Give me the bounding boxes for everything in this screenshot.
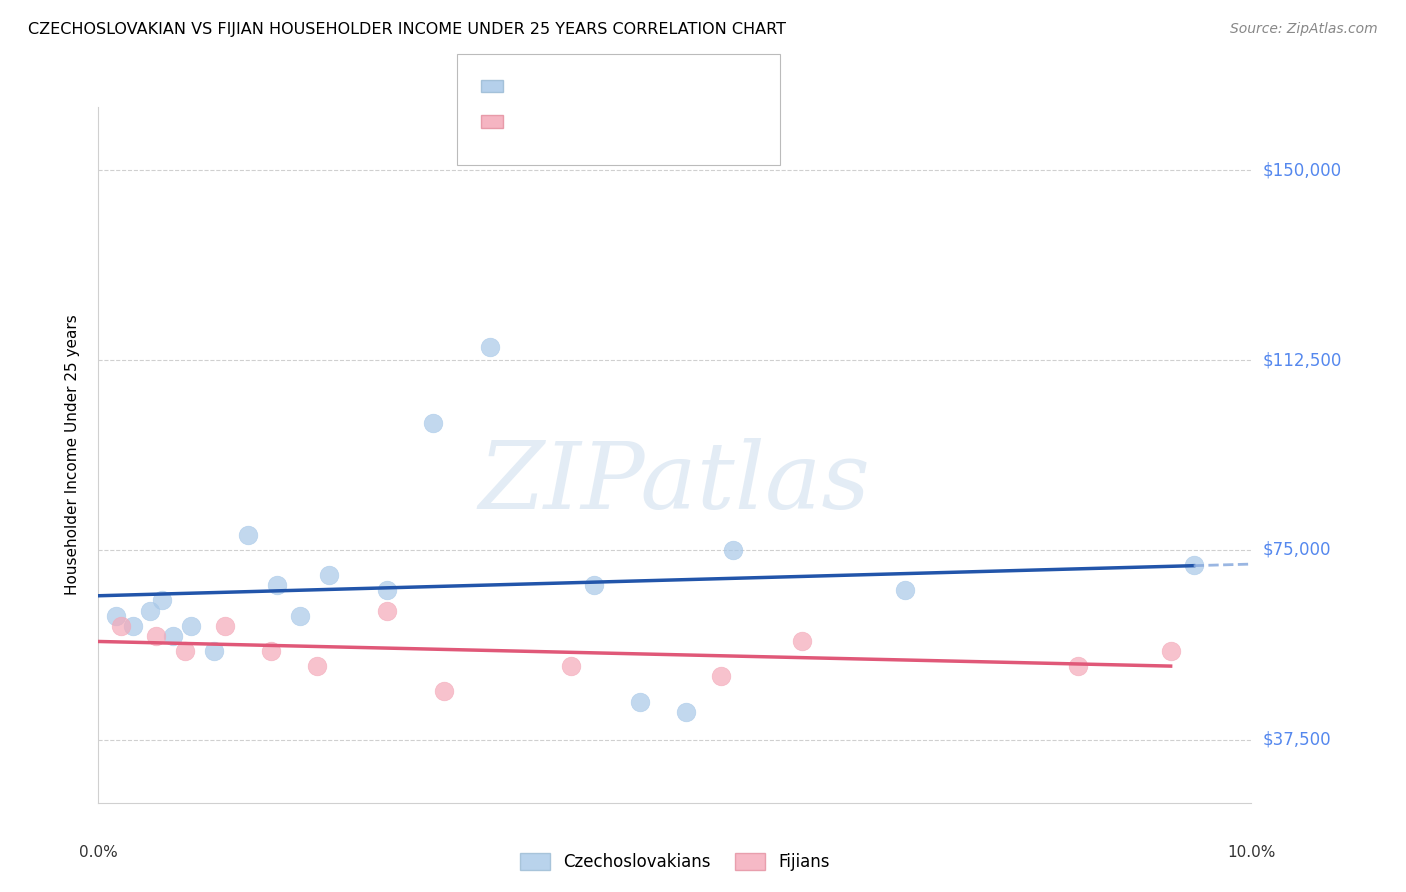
Point	[122, 618, 145, 632]
Point	[721, 542, 744, 557]
Point	[162, 629, 184, 643]
Point	[1182, 558, 1205, 572]
Point	[307, 659, 329, 673]
Text: ZIPatlas: ZIPatlas	[479, 438, 870, 528]
Point	[238, 527, 260, 541]
Text: $75,000: $75,000	[1263, 541, 1331, 558]
Text: R =  0.130   N = 20: R = 0.130 N = 20	[513, 77, 676, 95]
Point	[139, 603, 162, 617]
Point	[104, 608, 127, 623]
Text: $37,500: $37,500	[1263, 731, 1331, 748]
Text: CZECHOSLOVAKIAN VS FIJIAN HOUSEHOLDER INCOME UNDER 25 YEARS CORRELATION CHART: CZECHOSLOVAKIAN VS FIJIAN HOUSEHOLDER IN…	[28, 22, 786, 37]
Point	[180, 618, 202, 632]
Point	[110, 618, 132, 632]
Text: Source: ZipAtlas.com: Source: ZipAtlas.com	[1230, 22, 1378, 37]
Point	[894, 583, 917, 598]
Point	[583, 578, 606, 592]
Y-axis label: Householder Income Under 25 years: Householder Income Under 25 years	[65, 315, 80, 595]
Point	[628, 695, 651, 709]
Point	[710, 669, 733, 683]
Point	[375, 603, 398, 617]
Point	[290, 608, 312, 623]
Point	[790, 633, 813, 648]
Point	[675, 705, 697, 719]
Point	[479, 340, 502, 354]
Point	[145, 629, 167, 643]
Text: R = -0.326   N = 13: R = -0.326 N = 13	[513, 112, 676, 130]
Text: 0.0%: 0.0%	[79, 845, 118, 860]
Point	[1067, 659, 1090, 673]
Point	[433, 684, 456, 698]
Point	[202, 644, 225, 658]
Text: $150,000: $150,000	[1263, 161, 1341, 179]
Text: 10.0%: 10.0%	[1227, 845, 1275, 860]
Point	[560, 659, 582, 673]
Point	[1160, 644, 1182, 658]
Point	[375, 583, 398, 598]
Point	[150, 593, 173, 607]
Point	[174, 644, 197, 658]
Point	[422, 417, 444, 431]
Text: $112,500: $112,500	[1263, 351, 1341, 369]
Point	[214, 618, 236, 632]
Legend: Czechoslovakians, Fijians: Czechoslovakians, Fijians	[513, 847, 837, 878]
Point	[260, 644, 283, 658]
Point	[318, 568, 340, 582]
Point	[266, 578, 288, 592]
